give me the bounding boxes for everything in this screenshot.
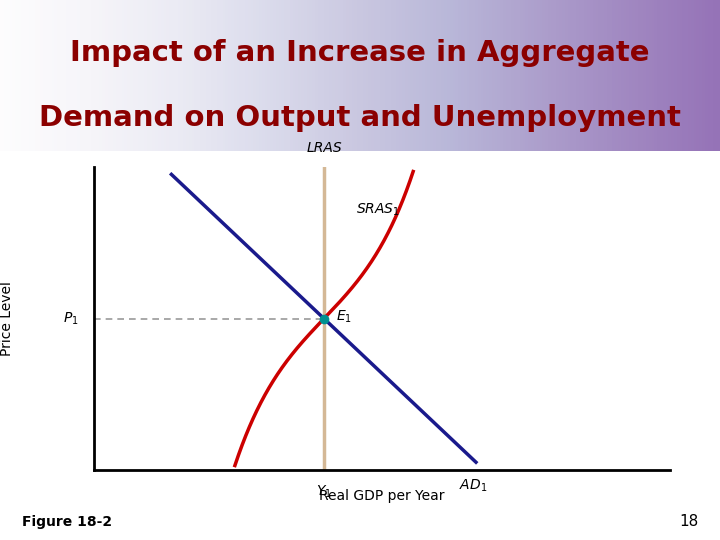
Text: LRAS: LRAS xyxy=(306,141,342,156)
Text: Figure 18-2: Figure 18-2 xyxy=(22,515,112,529)
Text: Price Level: Price Level xyxy=(0,281,14,356)
Text: 18: 18 xyxy=(679,514,698,529)
Text: P$_1$: P$_1$ xyxy=(63,310,79,327)
Text: Y$_1$: Y$_1$ xyxy=(316,483,332,500)
Text: E$_1$: E$_1$ xyxy=(336,309,351,325)
Text: AD$_1$: AD$_1$ xyxy=(459,477,487,494)
Text: Impact of an Increase in Aggregate: Impact of an Increase in Aggregate xyxy=(71,39,649,67)
Text: Demand on Output and Unemployment: Demand on Output and Unemployment xyxy=(39,104,681,132)
Text: SRAS$_1$: SRAS$_1$ xyxy=(356,201,400,218)
X-axis label: Real GDP per Year: Real GDP per Year xyxy=(319,489,444,503)
